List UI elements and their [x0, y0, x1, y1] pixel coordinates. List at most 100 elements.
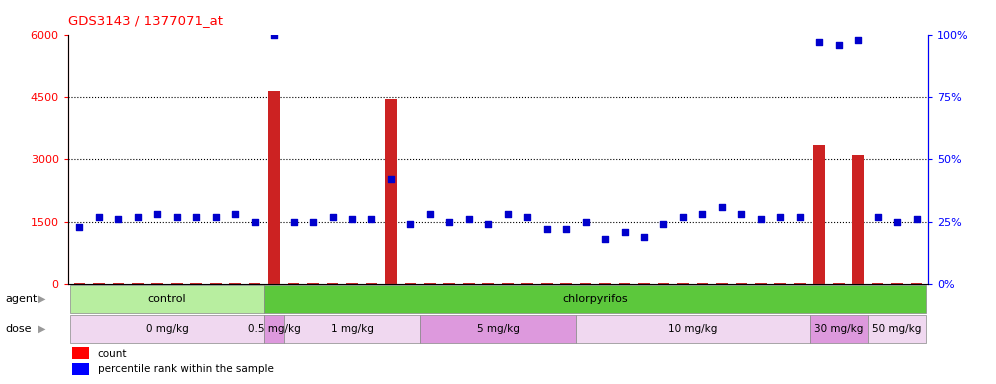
Bar: [93, 283, 105, 284]
Text: count: count: [98, 349, 127, 359]
Bar: [70, 285, 264, 313]
Bar: [347, 283, 358, 284]
Bar: [502, 283, 514, 284]
Bar: [755, 283, 767, 284]
Point: [851, 36, 867, 43]
Bar: [366, 283, 377, 284]
Point: [558, 226, 574, 232]
Point: [539, 226, 555, 232]
Point: [227, 211, 243, 217]
Bar: [868, 314, 926, 343]
Point: [792, 214, 808, 220]
Point: [500, 211, 516, 217]
Point: [889, 218, 905, 225]
Bar: [151, 283, 163, 284]
Text: 0 mg/kg: 0 mg/kg: [145, 324, 188, 334]
Bar: [833, 283, 845, 284]
Bar: [696, 283, 708, 284]
Bar: [190, 283, 202, 284]
Bar: [521, 283, 533, 284]
Point: [578, 218, 594, 225]
Text: 50 mg/kg: 50 mg/kg: [872, 324, 922, 334]
Point: [168, 214, 184, 220]
Point: [461, 216, 477, 222]
Point: [111, 216, 126, 222]
Point: [636, 233, 652, 240]
Bar: [249, 283, 261, 284]
Point: [694, 211, 710, 217]
Point: [480, 221, 496, 227]
Bar: [229, 283, 241, 284]
Bar: [443, 283, 455, 284]
Point: [675, 214, 691, 220]
Bar: [619, 283, 630, 284]
Bar: [268, 91, 280, 284]
Bar: [113, 283, 124, 284]
Bar: [482, 283, 494, 284]
Bar: [810, 314, 868, 343]
Text: 0.5 mg/kg: 0.5 mg/kg: [248, 324, 301, 334]
Point: [382, 176, 398, 182]
Bar: [72, 363, 90, 375]
Point: [149, 211, 165, 217]
Text: percentile rank within the sample: percentile rank within the sample: [98, 364, 274, 374]
Bar: [735, 283, 747, 284]
Text: dose: dose: [5, 324, 32, 334]
Point: [753, 216, 769, 222]
Bar: [576, 314, 810, 343]
Point: [772, 214, 788, 220]
Bar: [891, 283, 903, 284]
Bar: [580, 283, 592, 284]
Bar: [72, 348, 90, 359]
Point: [655, 221, 671, 227]
Bar: [74, 283, 86, 284]
Text: 5 mg/kg: 5 mg/kg: [476, 324, 520, 334]
Bar: [541, 283, 553, 284]
Bar: [284, 314, 420, 343]
Text: GDS3143 / 1377071_at: GDS3143 / 1377071_at: [68, 14, 223, 27]
Bar: [404, 283, 416, 284]
Point: [831, 41, 847, 48]
Point: [266, 31, 282, 38]
Text: ▶: ▶: [38, 294, 46, 304]
Bar: [264, 285, 926, 313]
Text: ▶: ▶: [38, 324, 46, 334]
Bar: [264, 314, 284, 343]
Text: 10 mg/kg: 10 mg/kg: [668, 324, 717, 334]
Bar: [677, 283, 689, 284]
Point: [364, 216, 379, 222]
Point: [812, 39, 828, 45]
Bar: [288, 283, 300, 284]
Point: [402, 221, 418, 227]
Point: [519, 214, 535, 220]
Text: 30 mg/kg: 30 mg/kg: [814, 324, 864, 334]
Point: [286, 218, 302, 225]
Bar: [853, 155, 864, 284]
Point: [908, 216, 924, 222]
Point: [617, 228, 632, 235]
Bar: [872, 283, 883, 284]
Bar: [307, 283, 319, 284]
Text: 1 mg/kg: 1 mg/kg: [331, 324, 374, 334]
Bar: [910, 283, 922, 284]
Text: chlorpyrifos: chlorpyrifos: [563, 294, 628, 304]
Point: [733, 211, 749, 217]
Bar: [657, 283, 669, 284]
Bar: [424, 283, 435, 284]
Bar: [132, 283, 143, 284]
Point: [714, 204, 730, 210]
Bar: [327, 283, 339, 284]
Bar: [775, 283, 786, 284]
Point: [422, 211, 438, 217]
Point: [129, 214, 145, 220]
Bar: [70, 314, 264, 343]
Point: [344, 216, 360, 222]
Bar: [385, 99, 396, 284]
Point: [247, 218, 263, 225]
Bar: [561, 283, 572, 284]
Text: agent: agent: [5, 294, 38, 304]
Bar: [794, 283, 806, 284]
Bar: [716, 283, 728, 284]
Point: [91, 214, 107, 220]
Point: [72, 223, 88, 230]
